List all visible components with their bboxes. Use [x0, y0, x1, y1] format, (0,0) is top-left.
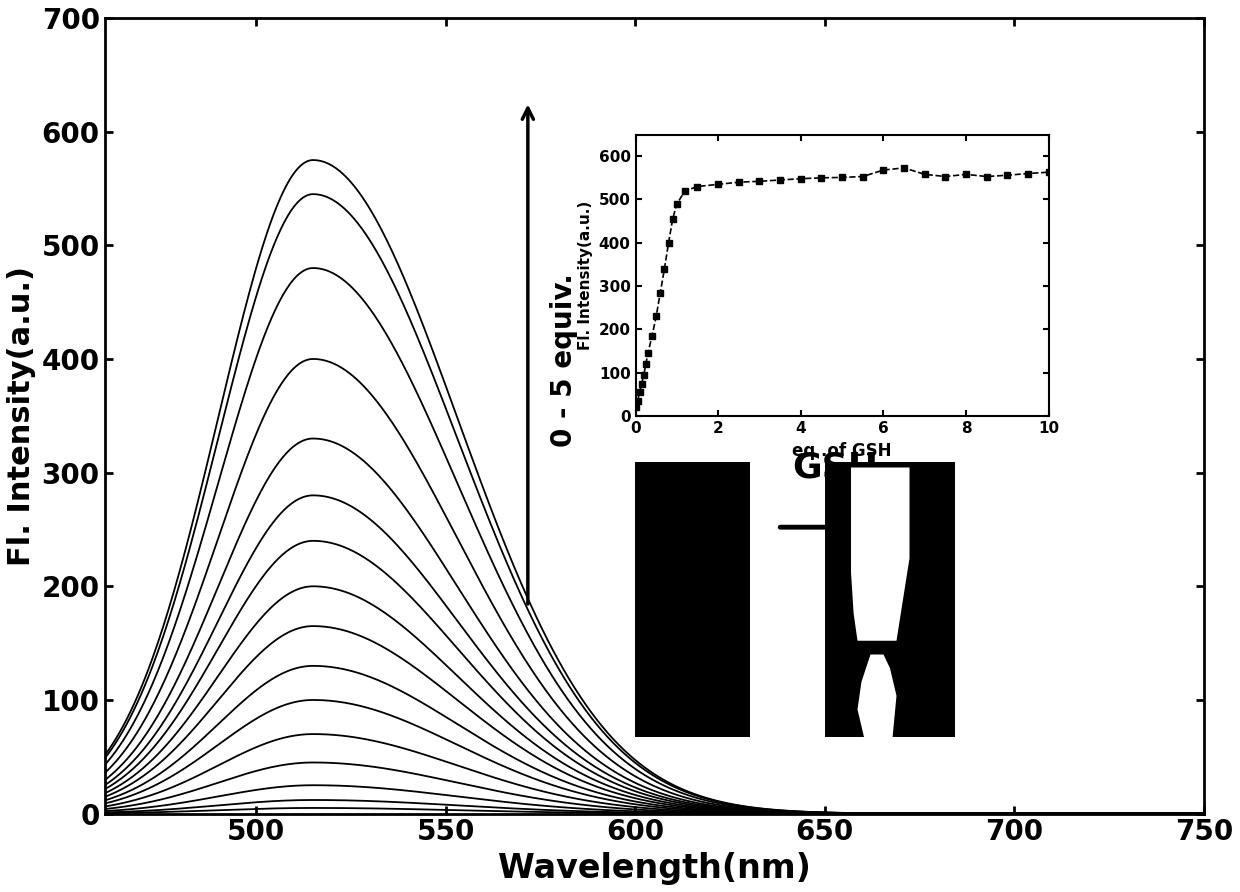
Polygon shape: [858, 655, 897, 737]
Y-axis label: Fl. Intensity(a.u.): Fl. Intensity(a.u.): [7, 266, 36, 566]
Polygon shape: [851, 467, 909, 640]
Text: GSH: GSH: [792, 450, 879, 484]
Y-axis label: Fl. Intensity(a.u.): Fl. Intensity(a.u.): [578, 201, 593, 350]
X-axis label: eq .of GSH: eq .of GSH: [792, 442, 892, 459]
Text: 0 - 5 equiv.: 0 - 5 equiv.: [549, 273, 578, 447]
X-axis label: Wavelength(nm): Wavelength(nm): [497, 852, 811, 885]
